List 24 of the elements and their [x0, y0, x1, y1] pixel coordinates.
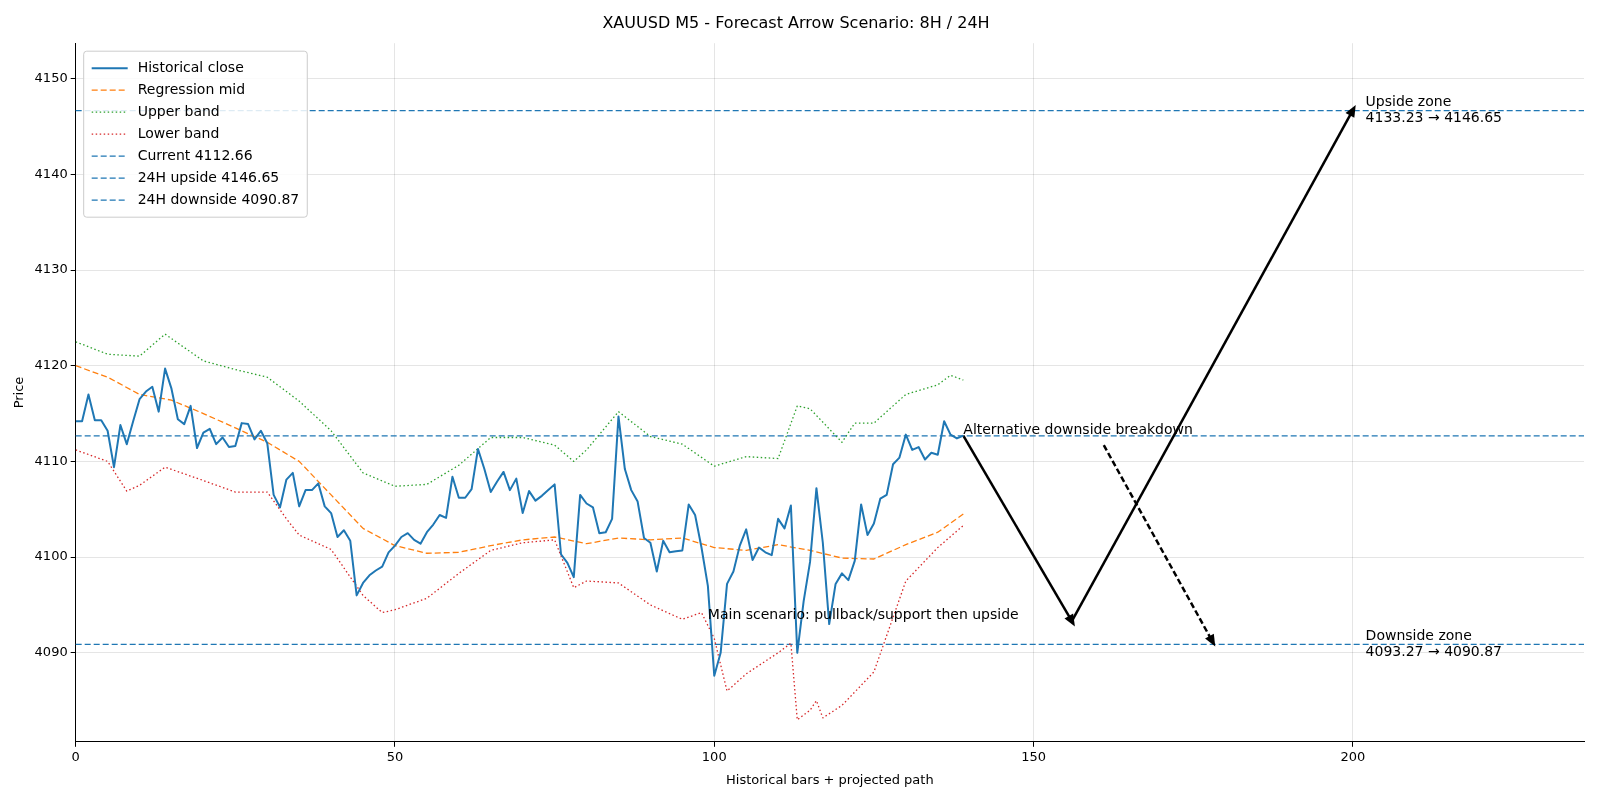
annotation: Upside zone 4133.23 → 4146.65 [1365, 93, 1503, 126]
x-tick-label: 200 [1340, 748, 1366, 764]
legend-label: Historical close [137, 58, 244, 75]
legend-label: Upper band [137, 102, 220, 119]
x-tick-label: 50 [386, 748, 404, 764]
annotation: Downside zone 4093.27 → 4090.87 [1365, 627, 1503, 660]
y-tick-label: 4150 [34, 69, 68, 85]
y-tick-label: 4130 [34, 261, 68, 277]
y-tick-label: 4110 [34, 452, 68, 468]
x-tick-label: 0 [71, 748, 80, 764]
legend-label: 24H downside 4090.87 [137, 190, 300, 207]
legend-label: Regression mid [137, 80, 246, 97]
y-tick-label: 4140 [34, 165, 68, 181]
x-tick-label: 150 [1021, 748, 1046, 764]
y-axis-title: Price [11, 376, 27, 409]
y-tick-label: 4100 [34, 548, 68, 564]
x-axis-title: Historical bars + projected path [726, 771, 934, 787]
legend-label: Current 4112.66 [137, 146, 253, 163]
x-tick-label: 100 [701, 748, 727, 764]
legend-label: Lower band [137, 124, 220, 141]
y-tick-label: 4090 [34, 644, 68, 660]
y-tick-label: 4120 [34, 357, 68, 373]
legend-label: 24H upside 4146.65 [137, 168, 280, 185]
chart-title: XAUUSD M5 - Forecast Arrow Scenario: 8H / 24H [602, 12, 990, 32]
